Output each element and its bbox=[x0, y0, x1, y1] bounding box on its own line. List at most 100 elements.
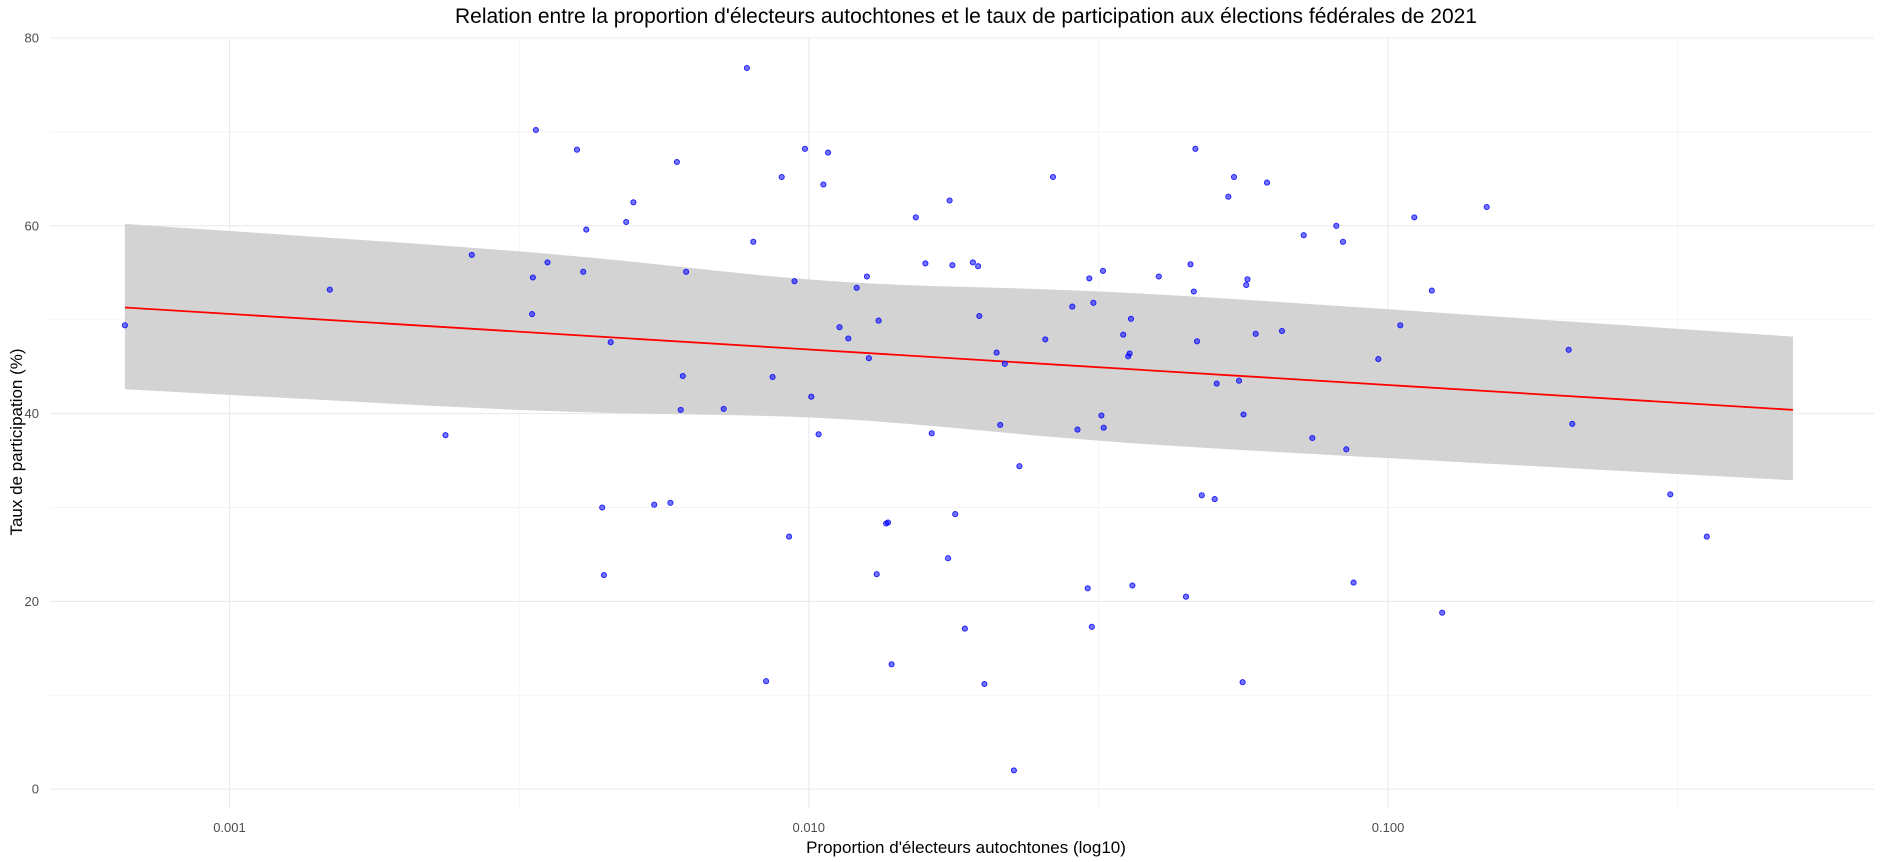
data-point bbox=[750, 238, 757, 245]
data-point bbox=[1155, 273, 1162, 280]
data-point bbox=[865, 355, 872, 362]
data-point bbox=[922, 260, 929, 267]
data-point bbox=[884, 519, 892, 526]
data-point bbox=[1230, 173, 1238, 181]
data-point bbox=[1243, 281, 1250, 289]
data-point bbox=[1339, 238, 1347, 245]
data-point bbox=[997, 421, 1004, 428]
data-point bbox=[1042, 336, 1049, 343]
data-point bbox=[468, 251, 475, 258]
data-point bbox=[888, 661, 895, 668]
data-point bbox=[1192, 145, 1199, 152]
data-point bbox=[1190, 288, 1197, 295]
data-point bbox=[1088, 623, 1095, 630]
data-point bbox=[836, 324, 843, 331]
data-point bbox=[769, 373, 776, 381]
data-point bbox=[1333, 222, 1340, 229]
data-point bbox=[667, 499, 674, 506]
data-point bbox=[1187, 261, 1194, 268]
data-point bbox=[791, 278, 798, 285]
fit-line-layer bbox=[124, 306, 1794, 411]
data-point bbox=[1074, 426, 1081, 433]
confidence-band bbox=[124, 223, 1793, 481]
data-point bbox=[993, 349, 1000, 356]
data-point bbox=[1428, 287, 1435, 294]
data-point bbox=[1439, 609, 1446, 616]
data-point bbox=[529, 311, 536, 318]
x-axis-title: Proportion d'électeurs autochtones (log1… bbox=[806, 838, 1126, 857]
data-point bbox=[651, 501, 658, 508]
data-point bbox=[720, 405, 727, 412]
data-point bbox=[683, 268, 690, 275]
data-point bbox=[1098, 412, 1105, 419]
data-point bbox=[928, 430, 935, 437]
data-point bbox=[1099, 267, 1107, 274]
data-point bbox=[1411, 214, 1418, 221]
data-point bbox=[786, 533, 793, 540]
data-point bbox=[1129, 582, 1136, 589]
data-point bbox=[808, 393, 815, 400]
data-point bbox=[1193, 338, 1201, 345]
data-point bbox=[600, 572, 607, 579]
data-point bbox=[1263, 179, 1271, 186]
tick-labels-layer: 0.001 0.010 0.100 0 20 40 60 80 bbox=[25, 31, 1405, 836]
x-tick-label: 0.100 bbox=[1372, 820, 1405, 835]
data-point bbox=[573, 146, 581, 153]
data-point bbox=[975, 263, 982, 270]
data-point bbox=[580, 268, 587, 275]
data-point bbox=[1703, 533, 1710, 540]
y-tick-label: 20 bbox=[25, 594, 39, 609]
data-point bbox=[1300, 232, 1307, 239]
data-point bbox=[952, 511, 959, 518]
y-tick-label: 60 bbox=[25, 218, 39, 233]
data-point bbox=[1375, 356, 1382, 363]
data-point bbox=[1235, 377, 1243, 384]
y-axis-title: Taux de participation (%) bbox=[7, 348, 26, 535]
data-point bbox=[778, 173, 785, 181]
data-point bbox=[607, 339, 614, 346]
data-point bbox=[743, 64, 750, 72]
data-point bbox=[801, 145, 809, 152]
data-point bbox=[1211, 496, 1218, 503]
data-point bbox=[1225, 193, 1232, 200]
data-point bbox=[875, 317, 882, 324]
data-point bbox=[1569, 420, 1576, 427]
data-point bbox=[1343, 446, 1350, 453]
data-point bbox=[969, 259, 976, 266]
data-point bbox=[981, 680, 988, 688]
data-point bbox=[1278, 327, 1286, 335]
y-tick-label: 40 bbox=[25, 406, 39, 421]
data-point bbox=[1213, 380, 1220, 387]
data-point bbox=[853, 284, 860, 291]
data-point bbox=[1198, 492, 1205, 499]
data-point bbox=[1127, 315, 1135, 322]
data-point bbox=[845, 335, 852, 342]
data-point bbox=[1126, 350, 1133, 357]
data-point bbox=[1016, 463, 1023, 470]
data-point bbox=[1182, 593, 1190, 600]
data-point bbox=[529, 274, 536, 281]
data-point bbox=[1239, 679, 1246, 686]
data-point bbox=[583, 226, 590, 233]
data-point bbox=[1069, 303, 1076, 310]
data-point bbox=[677, 406, 684, 413]
data-point bbox=[1252, 330, 1259, 337]
data-point bbox=[1049, 173, 1057, 181]
data-point bbox=[599, 504, 606, 511]
data-point bbox=[1090, 299, 1097, 306]
regression-line bbox=[124, 306, 1794, 411]
data-point bbox=[825, 149, 832, 156]
x-tick-label: 0.010 bbox=[792, 820, 825, 835]
data-point bbox=[1010, 767, 1017, 774]
data-point bbox=[1240, 411, 1247, 418]
x-tick-label: 0.001 bbox=[213, 820, 246, 835]
data-point bbox=[1120, 331, 1127, 338]
data-point bbox=[820, 181, 827, 188]
confidence-band-layer bbox=[124, 223, 1793, 481]
data-point bbox=[623, 218, 630, 226]
data-point bbox=[945, 555, 952, 562]
y-tick-label: 80 bbox=[25, 31, 39, 46]
data-point bbox=[1397, 322, 1404, 329]
data-point bbox=[912, 214, 919, 221]
